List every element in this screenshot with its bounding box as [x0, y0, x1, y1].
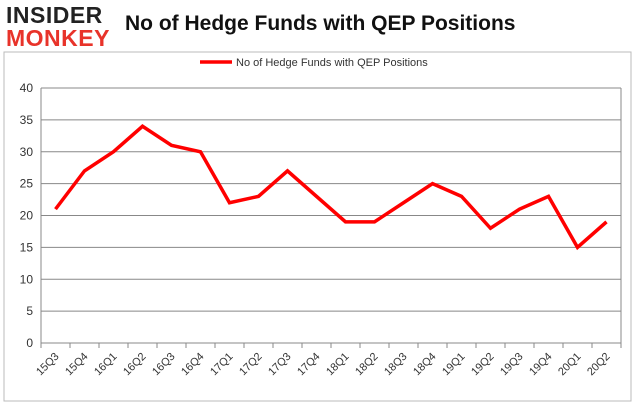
chart-frame [3, 51, 632, 402]
x-tick-label: 19Q1 [440, 351, 468, 379]
y-tick-label: 25 [20, 177, 34, 191]
y-tick-label: 5 [26, 304, 33, 318]
x-tick-label: 19Q2 [469, 351, 497, 379]
y-tick-label: 40 [20, 81, 34, 95]
y-tick-label: 30 [20, 145, 34, 159]
logo-line1: INSIDER [6, 2, 103, 28]
x-tick-label: 15Q3 [34, 351, 62, 379]
y-tick-label: 10 [20, 272, 34, 286]
x-tick-label: 16Q1 [92, 351, 120, 379]
y-tick-label: 0 [26, 336, 33, 350]
y-tick-label: 15 [20, 240, 34, 254]
legend-label: No of Hedge Funds with QEP Positions [236, 57, 428, 69]
x-tick-label: 15Q4 [63, 351, 91, 379]
y-tick-label: 20 [20, 209, 34, 223]
x-tick-label: 18Q3 [382, 351, 410, 379]
x-tick-label: 17Q3 [266, 351, 294, 379]
x-tick-label: 18Q4 [411, 351, 439, 379]
insider-monkey-logo: INSIDER MONKEY [6, 4, 118, 54]
x-tick-label: 17Q2 [237, 351, 265, 379]
y-tick-label: 35 [20, 113, 34, 127]
x-tick-label: 16Q2 [121, 351, 149, 379]
x-tick-label: 17Q4 [295, 351, 323, 379]
x-tick-label: 16Q3 [150, 351, 178, 379]
series-line [54, 124, 608, 251]
x-tick-label: 20Q2 [585, 351, 613, 379]
logo-line2: MONKEY [6, 25, 110, 51]
x-tick-label: 19Q4 [527, 351, 555, 379]
x-tick-label: 17Q1 [208, 351, 236, 379]
x-tick-label: 20Q1 [556, 351, 584, 379]
x-tick-label: 18Q2 [353, 351, 381, 379]
chart-title: No of Hedge Funds with QEP Positions [125, 12, 516, 35]
x-tick-label: 16Q4 [179, 351, 207, 379]
x-tick-label: 18Q1 [324, 351, 352, 379]
x-tick-label: 19Q3 [498, 351, 526, 379]
